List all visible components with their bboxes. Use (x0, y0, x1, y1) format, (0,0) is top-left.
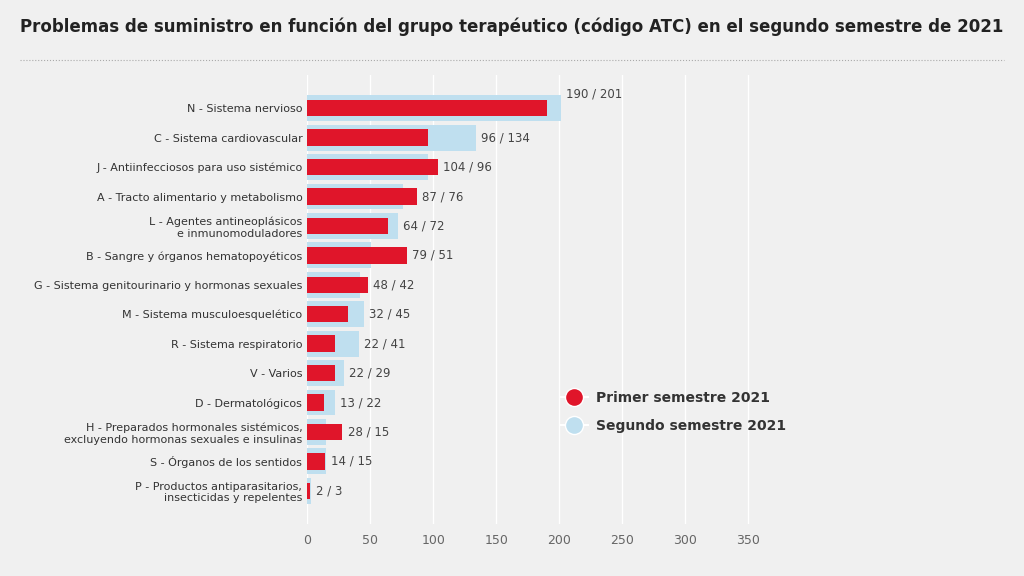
Bar (307, 419, 326, 445)
Text: 104 / 96: 104 / 96 (443, 161, 493, 173)
Text: 14 / 15: 14 / 15 (331, 455, 373, 468)
Bar (307, 159, 438, 175)
Bar (307, 478, 311, 504)
Text: 96 / 134: 96 / 134 (481, 131, 530, 144)
Bar (307, 125, 476, 150)
Text: Problemas de suministro en función del grupo terapéutico (código ATC) en el segu: Problemas de suministro en función del g… (20, 17, 1004, 36)
Bar (307, 247, 407, 264)
Bar (307, 272, 360, 298)
Text: 190 / 201: 190 / 201 (565, 88, 622, 101)
Text: 79 / 51: 79 / 51 (412, 249, 454, 262)
Bar (307, 100, 547, 116)
Bar (307, 301, 364, 327)
Bar (307, 276, 368, 293)
Text: 87 / 76: 87 / 76 (422, 190, 463, 203)
Bar (307, 449, 326, 474)
Text: 48 / 42: 48 / 42 (373, 278, 414, 291)
Bar (307, 213, 398, 239)
Text: 2 / 3: 2 / 3 (316, 484, 342, 497)
Bar (307, 242, 372, 268)
Bar (307, 184, 403, 210)
Text: 32 / 45: 32 / 45 (369, 308, 411, 321)
Bar (307, 483, 309, 499)
Bar (307, 218, 388, 234)
Bar (307, 306, 347, 323)
Bar (307, 154, 428, 180)
Bar (307, 424, 342, 440)
Bar (307, 335, 335, 352)
Text: 22 / 29: 22 / 29 (349, 366, 390, 380)
Bar (307, 331, 358, 357)
Bar (307, 95, 560, 121)
Text: 28 / 15: 28 / 15 (347, 426, 389, 438)
Text: 13 / 22: 13 / 22 (340, 396, 381, 409)
Bar (307, 130, 428, 146)
Bar (307, 395, 324, 411)
Text: 22 / 41: 22 / 41 (364, 337, 406, 350)
Bar (307, 365, 335, 381)
Bar (307, 389, 335, 415)
Text: 64 / 72: 64 / 72 (403, 219, 444, 233)
Bar (307, 453, 325, 469)
Bar (307, 188, 417, 204)
Legend: Primer semestre 2021, Segundo semestre 2021: Primer semestre 2021, Segundo semestre 2… (554, 385, 792, 438)
Bar (307, 360, 344, 386)
